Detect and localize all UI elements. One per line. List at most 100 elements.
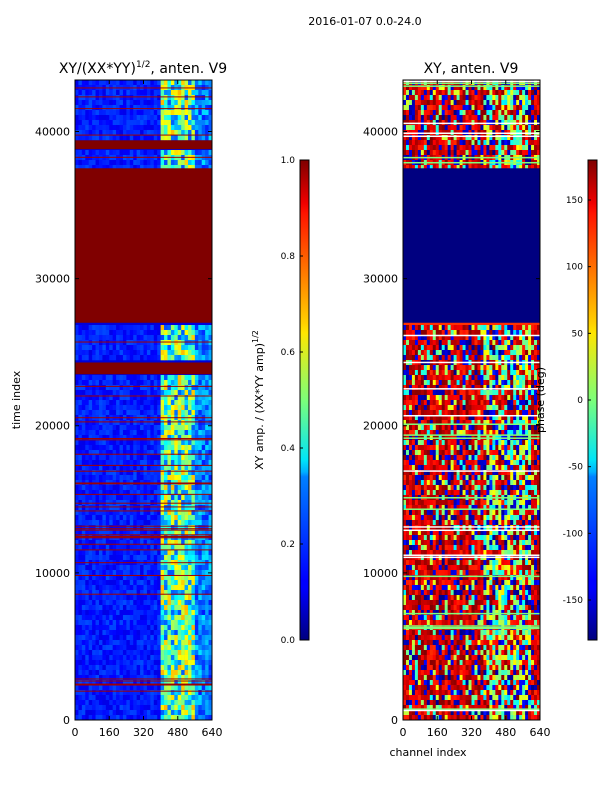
- heatmap-amplitude-cell: [177, 90, 182, 96]
- heatmap-amplitude-cell: [122, 630, 127, 636]
- heatmap-amplitude-cell: [109, 685, 113, 691]
- heatmap-phase-cell: [531, 135, 535, 141]
- heatmap-amplitude-cell: [116, 485, 120, 491]
- heatmap-phase-cell: [426, 330, 431, 336]
- heatmap-phase-cell: [459, 140, 463, 146]
- heatmap-amplitude-cell: [85, 405, 89, 411]
- heatmap-amplitude-cell: [181, 650, 185, 656]
- heatmap-phase-cell: [435, 325, 440, 331]
- heatmap-amplitude-cell: [201, 335, 206, 341]
- heatmap-amplitude-cell: [105, 715, 110, 720]
- heatmap-phase-cell: [489, 345, 493, 351]
- heatmap-amplitude-cell: [198, 650, 203, 656]
- heatmap-amplitude-cell: [181, 625, 185, 631]
- heatmap-phase-cell: [474, 150, 478, 156]
- heatmap-amplitude-cell: [157, 445, 161, 451]
- heatmap-amplitude-cell: [92, 475, 96, 481]
- heatmap-amplitude-cell: [136, 550, 141, 556]
- heatmap-amplitude-cell: [88, 565, 93, 571]
- heatmap-amplitude-cell: [75, 435, 79, 441]
- heatmap-amplitude-cell: [81, 355, 86, 361]
- heatmap-phase-cell: [432, 90, 437, 96]
- heatmap-amplitude-cell: [198, 400, 203, 406]
- heatmap-amplitude-cell: [81, 505, 86, 511]
- colorbar-amplitude-gradient: [299, 159, 310, 641]
- heatmap-amplitude-cell: [164, 665, 168, 671]
- heatmap-phase-cell: [435, 355, 440, 361]
- heatmap-amplitude-cell: [208, 530, 212, 536]
- heatmap-phase-cell: [426, 85, 431, 91]
- heatmap-phase-cell: [453, 340, 457, 346]
- heatmap-phase-cell: [447, 330, 451, 336]
- heatmap-phase-cell: [501, 140, 505, 146]
- heatmap-amplitude-cell: [133, 530, 137, 536]
- heatmap-amplitude-cell: [88, 500, 93, 506]
- heatmap-phase-cell: [492, 95, 496, 101]
- heatmap-phase-cell: [498, 145, 502, 151]
- heatmap-amplitude-cell: [126, 705, 131, 711]
- heatmap-amplitude-cell: [75, 550, 79, 556]
- heatmap-amplitude-cell: [75, 595, 79, 601]
- heatmap-amplitude-cell: [81, 150, 86, 156]
- heatmap-amplitude-cell: [167, 710, 172, 716]
- heatmap-amplitude-cell: [119, 380, 124, 386]
- heatmap-amplitude-cell: [122, 115, 127, 121]
- heatmap-amplitude-cell: [188, 410, 192, 416]
- heatmap-amplitude-cell: [146, 350, 151, 356]
- heatmap-amplitude-cell: [140, 475, 144, 481]
- heatmap-amplitude-cell: [78, 80, 83, 86]
- heatmap-amplitude-cell: [167, 580, 172, 586]
- heatmap-amplitude-cell: [194, 505, 199, 511]
- heatmap-amplitude-cell: [205, 540, 209, 546]
- heatmap-amplitude-cell: [140, 615, 144, 621]
- heatmap-phase-cell: [408, 110, 413, 116]
- heatmap-amplitude-cell: [85, 430, 89, 436]
- heatmap-phase-cell: [438, 165, 443, 171]
- heatmap-phase-cell: [486, 340, 490, 346]
- heatmap-phase-cell: [432, 350, 437, 356]
- heatmap-amplitude-cell: [109, 645, 113, 651]
- heatmap-phase-cell: [522, 145, 526, 151]
- heatmap-amplitude-cell: [92, 115, 96, 121]
- heatmap-amplitude-cell: [167, 90, 172, 96]
- heatmap-phase-cell: [459, 125, 463, 131]
- heatmap-phase-cell: [468, 340, 472, 346]
- heatmap-amplitude-cell: [194, 540, 199, 546]
- heatmap-amplitude-cell: [181, 465, 185, 471]
- heatmap-amplitude-cell: [116, 650, 120, 656]
- heatmap-amplitude-cell: [119, 445, 124, 451]
- colorbar-amplitude-tick-label: 1.0: [281, 156, 296, 166]
- heatmap-amplitude-cell: [146, 540, 151, 546]
- heatmap-amplitude-cell: [198, 340, 203, 346]
- heatmap-amplitude-cell: [205, 705, 209, 711]
- heatmap-amplitude-cell: [109, 660, 113, 666]
- heatmap-amplitude-cell: [112, 680, 117, 686]
- heatmap-phase-cell: [504, 355, 508, 361]
- heatmap-amplitude-cell: [164, 435, 168, 441]
- heatmap-amplitude-cell: [181, 340, 185, 346]
- heatmap-amplitude-cell: [208, 105, 212, 111]
- heatmap-amplitude-cell: [153, 530, 158, 536]
- heatmap-amplitude-cell: [208, 375, 212, 381]
- heatmap-amplitude-cell: [191, 515, 196, 521]
- heatmap-amplitude-cell: [140, 120, 144, 126]
- heatmap-amplitude-flag-line: [75, 543, 212, 545]
- heatmap-amplitude-cell: [112, 515, 117, 521]
- heatmap-amplitude-cell: [75, 160, 79, 166]
- heatmap-phase-cell: [408, 345, 413, 351]
- heatmap-amplitude-cell: [78, 555, 83, 561]
- heatmap-amplitude-cell: [85, 110, 89, 116]
- heatmap-phase-cell: [417, 330, 422, 336]
- heatmap-phase-cell: [420, 365, 425, 371]
- heatmap-phase-cell: [483, 140, 487, 146]
- heatmap-amplitude-cell: [143, 430, 148, 436]
- heatmap-phase-cell: [504, 150, 508, 156]
- heatmap-phase-cell: [471, 95, 475, 101]
- heatmap-phase-cell: [489, 330, 493, 336]
- heatmap-amplitude-cell: [112, 450, 117, 456]
- heatmap-phase-cell: [468, 115, 472, 121]
- heatmap-phase-cell: [429, 330, 434, 336]
- heatmap-amplitude-cell: [116, 380, 120, 386]
- heatmap-amplitude-cell: [201, 570, 206, 576]
